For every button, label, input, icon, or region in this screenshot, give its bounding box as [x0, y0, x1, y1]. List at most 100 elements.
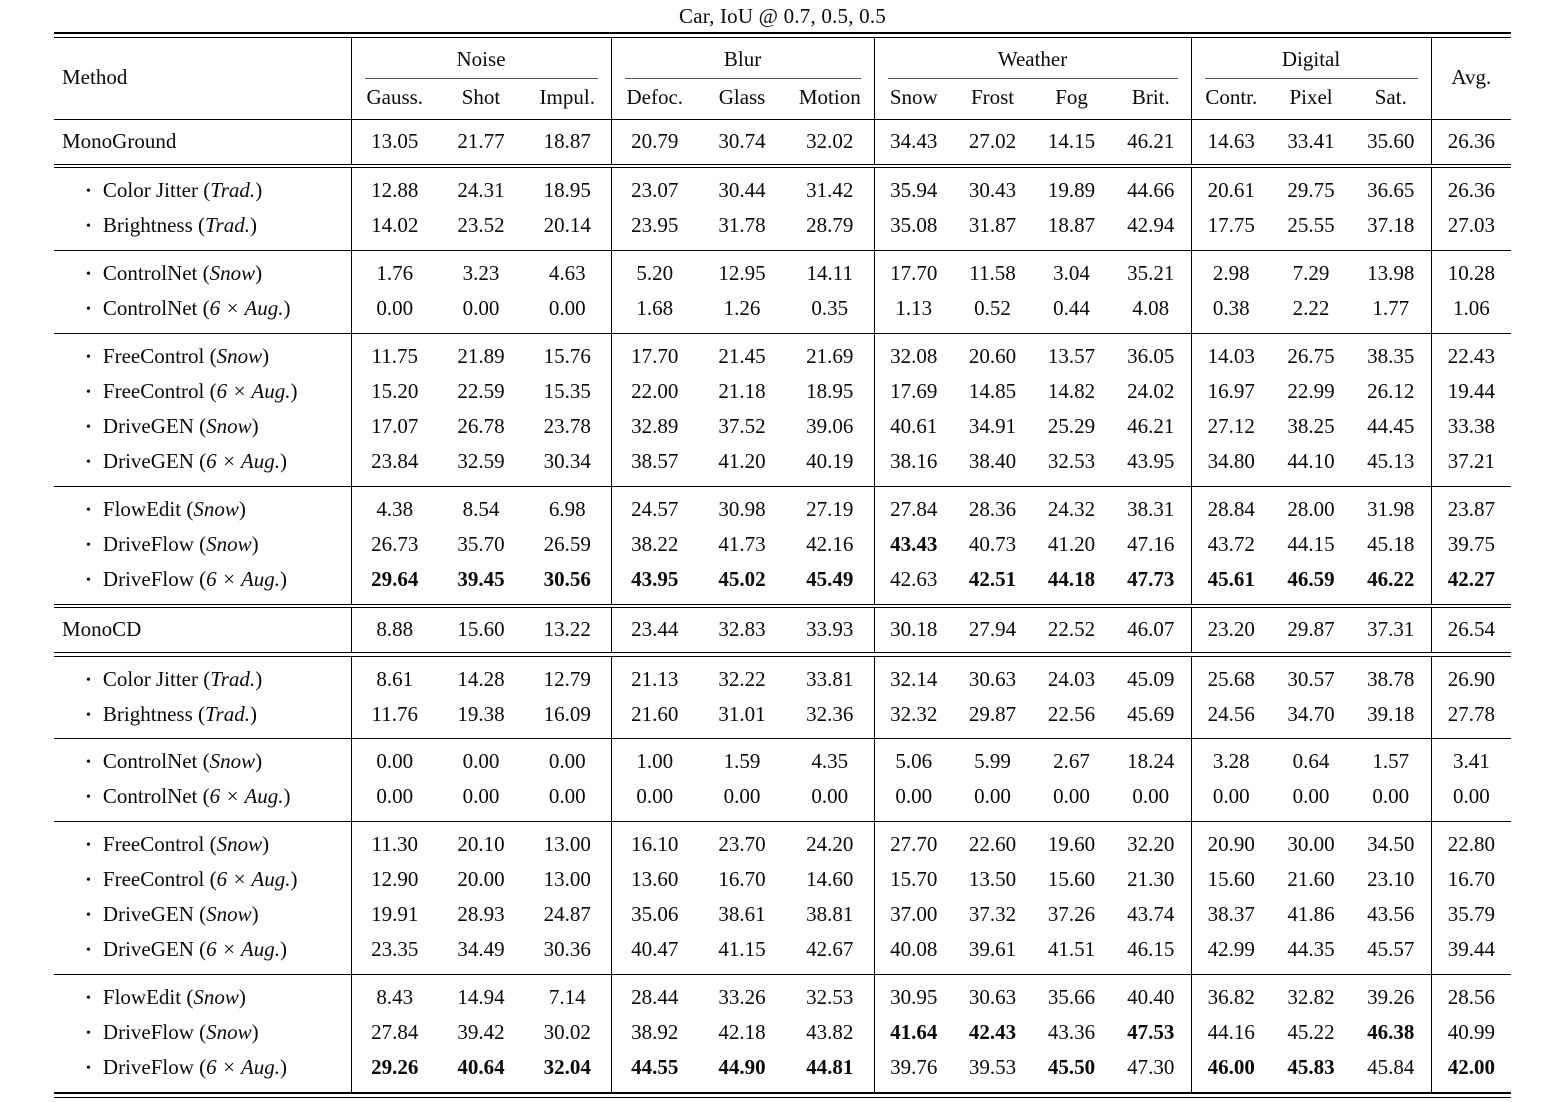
value-cell: 13.05: [350, 119, 438, 165]
method-variant: Snow: [209, 749, 256, 774]
value-cell: 44.15: [1287, 531, 1335, 556]
value-cell: 40.40: [1111, 974, 1192, 1016]
value-cell: 1.68: [610, 291, 699, 334]
value-cell: 1.26: [723, 296, 761, 321]
value-cell: 40.47: [610, 932, 699, 975]
value-cell: 30.43: [968, 178, 1017, 203]
value-cell: 33.41: [1287, 128, 1335, 153]
value-cell: 5.99: [953, 738, 1033, 780]
bottom-rule: [54, 1091, 1511, 1098]
method-name: DriveGEN: [102, 902, 194, 927]
column-header-avg: Avg.: [1430, 38, 1512, 120]
value-cell: 8.88: [350, 607, 438, 653]
value-cell: 4.35: [786, 738, 875, 780]
value-cell: 14.02: [350, 208, 438, 251]
value-cell: 41.86: [1287, 902, 1335, 927]
value-cell: 21.77: [457, 128, 505, 153]
value-cell: 29.64: [350, 562, 438, 605]
value-cell: 26.36: [1430, 167, 1512, 209]
table-row: • DriveGEN (Snow) 17.07 26.78 23.78 32.89 37.5…: [54, 409, 1512, 445]
value-cell: 14.15: [1047, 128, 1096, 153]
value-cell: 35.66: [1032, 974, 1112, 1016]
group-label: Blur: [723, 47, 762, 71]
value-cell: 33.81: [806, 666, 854, 691]
method-variant: Snow: [216, 832, 263, 857]
value-cell: 23.35: [350, 932, 438, 975]
method-cell: MonoCD: [54, 608, 351, 653]
value-cell: 32.59: [457, 448, 505, 473]
value-cell: 1.59: [698, 738, 787, 780]
method-name: Brightness: [102, 701, 193, 726]
value-cell: 39.45: [457, 566, 505, 591]
group-label: Digital: [1281, 47, 1341, 71]
column-subheader: Glass: [698, 78, 787, 120]
column-subheader: Brit.: [1111, 78, 1192, 120]
value-cell: 20.90: [1190, 821, 1272, 863]
column-group-weather: Weather: [873, 38, 1192, 79]
value-cell: 29.75: [1287, 178, 1335, 203]
method-name: DriveFlow: [102, 1020, 194, 1044]
value-cell: 14.28: [457, 666, 505, 691]
bullet-icon: •: [86, 991, 91, 1007]
table-row: • ControlNet (6 × Aug.) 0.00 0.00 0.00 1.68 1.…: [54, 291, 1512, 334]
value-cell: 24.02: [1127, 379, 1175, 403]
value-cell: 0.00: [548, 296, 586, 321]
value-cell: 18.95: [806, 379, 854, 403]
value-cell: 27.19: [786, 485, 875, 528]
value-cell: 6.98: [524, 485, 612, 528]
value-cell: 39.61: [968, 937, 1017, 962]
value-cell: 13.50: [968, 867, 1017, 892]
value-cell: 21.69: [786, 333, 875, 375]
value-cell: 27.84: [873, 485, 954, 528]
value-cell: 44.45: [1367, 413, 1415, 438]
value-cell: 0.00: [811, 784, 849, 809]
value-cell: 0.00: [723, 784, 761, 809]
value-cell: 11.76: [350, 697, 438, 739]
value-cell: 23.20: [1190, 607, 1272, 653]
value-cell: 22.99: [1287, 379, 1335, 403]
value-cell: 42.00: [1430, 1050, 1512, 1092]
value-cell: 0.00: [524, 738, 612, 780]
bullet-icon: •: [86, 1026, 91, 1041]
value-cell: 27.84: [350, 1015, 438, 1051]
table-row: • FreeControl (6 × Aug.) 15.20 22.59 15.35 22…: [54, 374, 1512, 410]
value-cell: 27.94: [968, 617, 1017, 642]
value-cell: 15.60: [1047, 867, 1096, 892]
value-cell: 8.54: [438, 485, 524, 528]
value-cell: 31.87: [968, 213, 1017, 238]
value-cell: 46.21: [1127, 128, 1175, 153]
value-cell: 30.98: [698, 485, 787, 528]
value-cell: 8.61: [350, 656, 438, 697]
method-cell: • FreeControl (6 × Aug.): [86, 379, 298, 403]
value-cell: 32.02: [806, 128, 854, 153]
column-group-digital: Digital: [1190, 38, 1432, 79]
value-cell: 4.38: [350, 485, 438, 528]
value-cell: 41.20: [718, 448, 766, 473]
augmentation-section: • Color Jitter (Trad.) 8.61 14.28 12.79 21.13…: [54, 656, 1512, 739]
value-cell: 32.53: [1047, 448, 1096, 473]
method-cell: • DriveFlow (6 × Aug.): [86, 566, 288, 591]
value-cell: 38.31: [1111, 485, 1192, 528]
value-cell: 33.38: [1430, 409, 1512, 445]
method-name: FreeControl: [102, 832, 205, 857]
value-cell: 44.90: [718, 1054, 766, 1079]
value-cell: 21.30: [1127, 867, 1175, 892]
value-cell: 38.40: [968, 448, 1017, 473]
value-cell: 27.70: [873, 821, 954, 863]
value-cell: 16.70: [718, 867, 766, 892]
value-cell: 22.43: [1430, 333, 1512, 375]
value-cell: 45.50: [1047, 1054, 1096, 1079]
method-name: FlowEdit: [102, 985, 182, 1010]
value-cell: 0.00: [350, 291, 438, 334]
bullet-icon: •: [86, 672, 91, 688]
column-subheader: Motion: [786, 78, 875, 120]
method-cell: • ControlNet (6 × Aug.): [86, 784, 291, 809]
value-cell: 30.95: [873, 974, 954, 1016]
value-cell: 29.26: [350, 1050, 438, 1092]
value-cell: 36.65: [1367, 178, 1415, 203]
value-cell: 30.74: [718, 128, 766, 153]
value-cell: 42.43: [968, 1020, 1017, 1044]
value-cell: 18.95: [543, 178, 591, 203]
value-cell: 34.91: [968, 413, 1017, 438]
value-cell: 14.82: [1047, 379, 1096, 403]
